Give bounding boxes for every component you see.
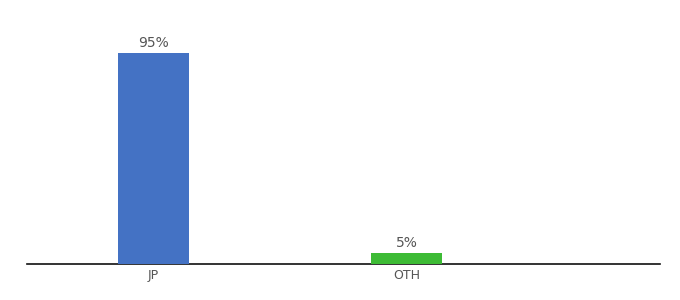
Bar xyxy=(118,53,189,264)
Bar xyxy=(371,253,442,264)
Text: 5%: 5% xyxy=(396,236,418,250)
Text: 95%: 95% xyxy=(138,36,169,50)
